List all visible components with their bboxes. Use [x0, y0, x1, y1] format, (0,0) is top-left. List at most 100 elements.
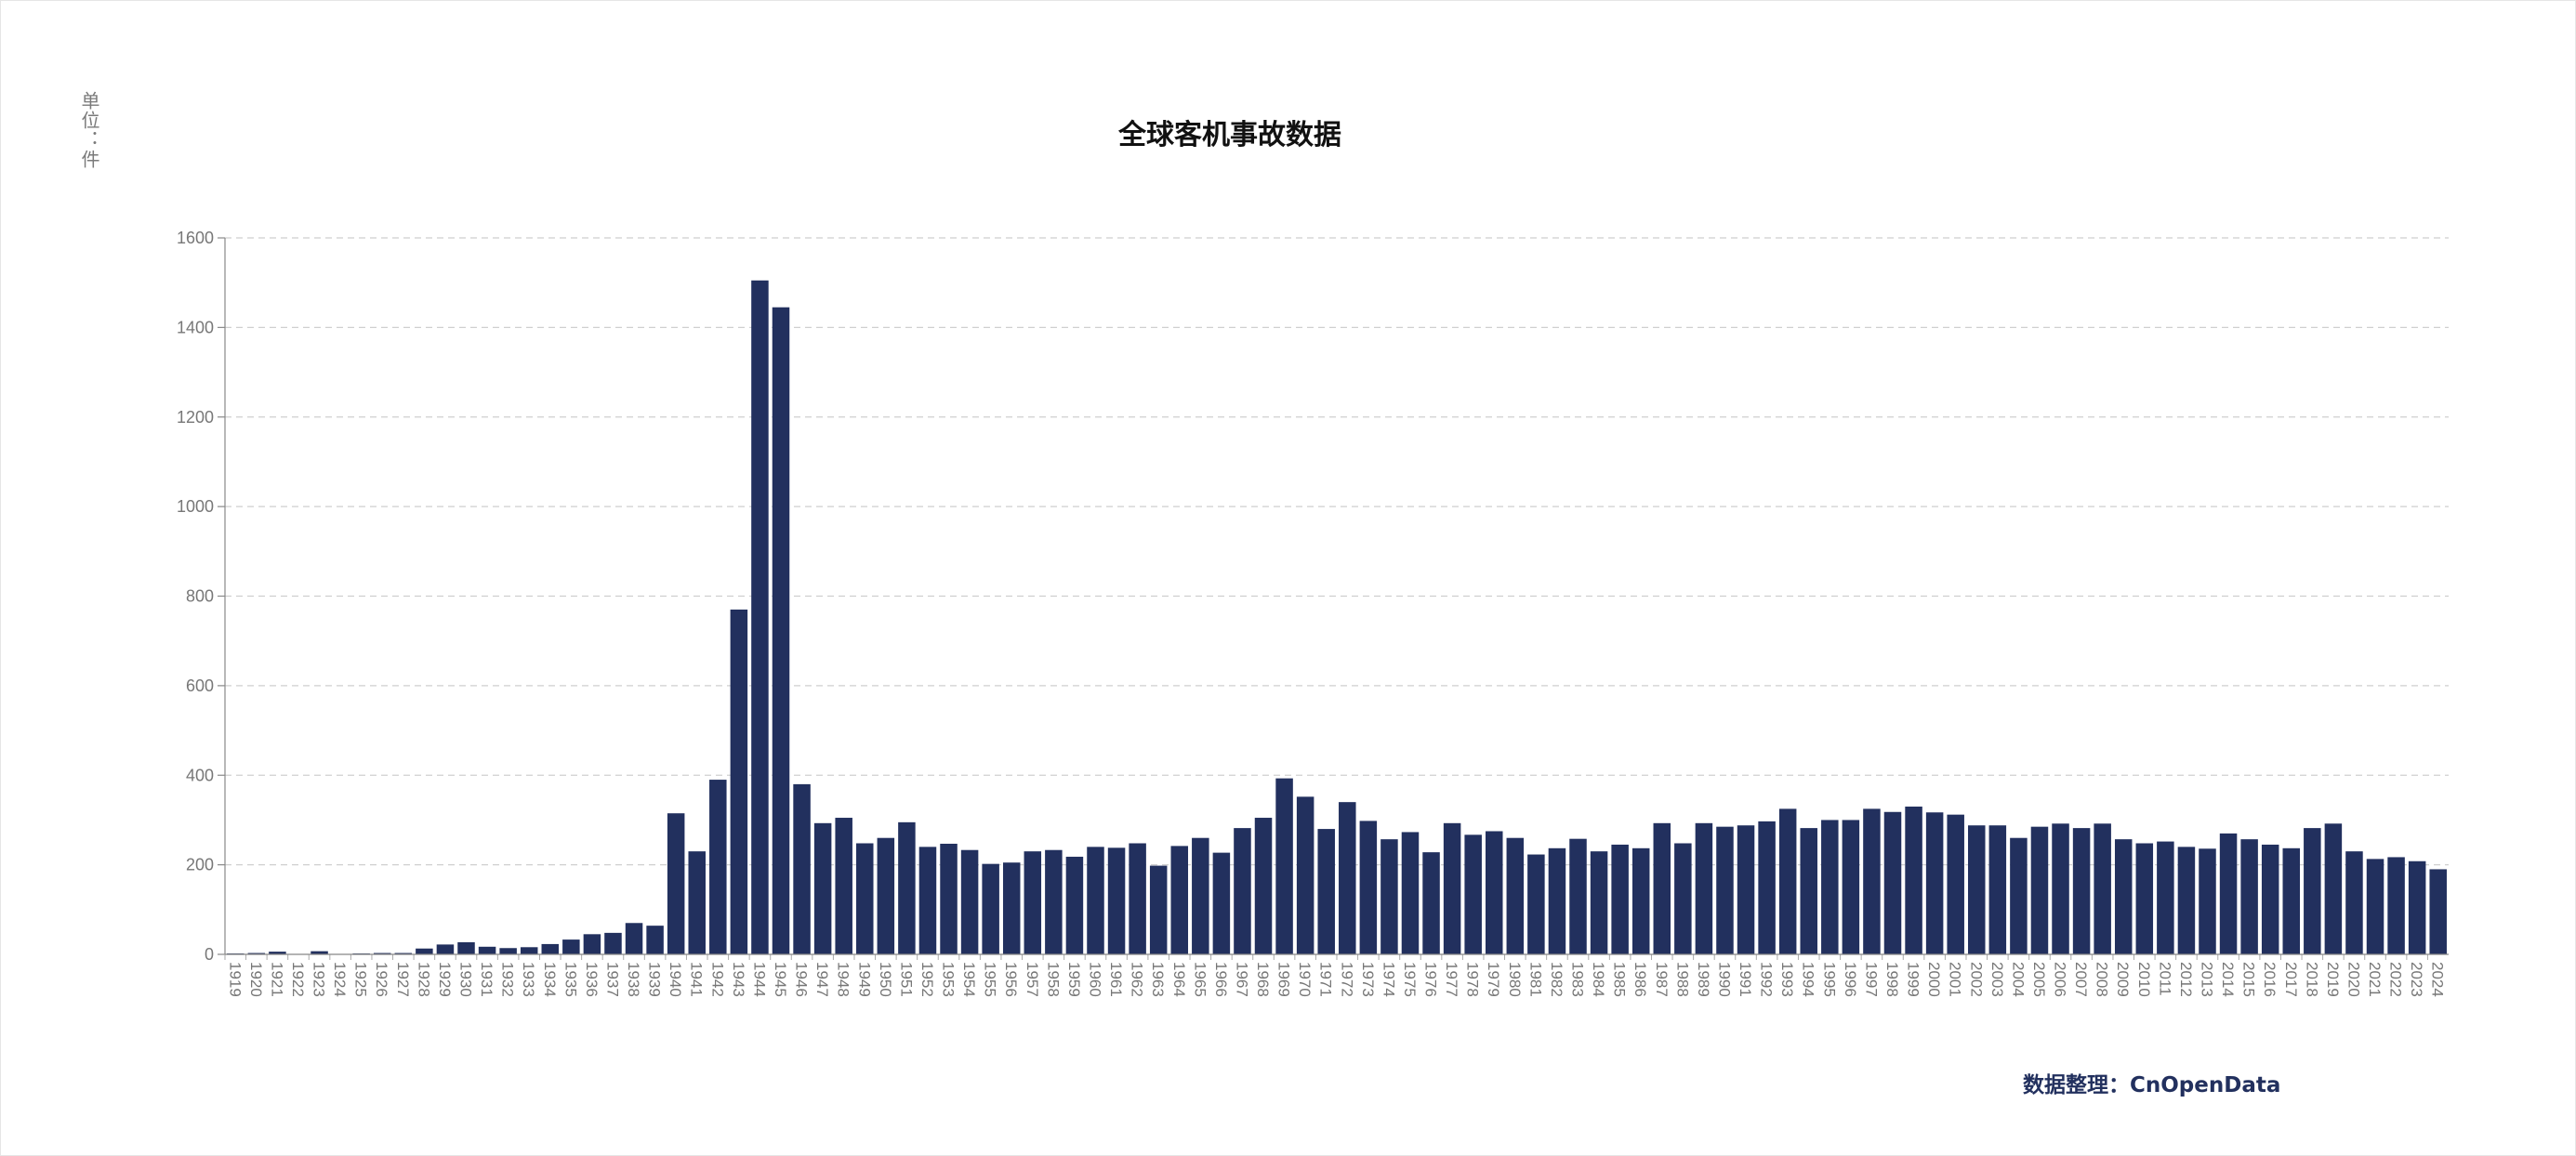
- bar: [2345, 851, 2363, 954]
- x-tick-label: 2008: [2094, 962, 2111, 997]
- bar: [1988, 825, 2007, 954]
- x-tick-label: 2023: [2408, 962, 2425, 997]
- bar: [1024, 851, 1042, 954]
- bar: [793, 783, 811, 954]
- x-tick-label: 1967: [1233, 962, 1250, 997]
- x-tick-label: 1943: [730, 962, 747, 997]
- bar: [1275, 778, 1293, 954]
- x-tick-label: 1962: [1129, 962, 1146, 997]
- bar: [2282, 847, 2301, 954]
- x-tick-label: 2002: [1967, 962, 1985, 997]
- bar: [2030, 826, 2049, 954]
- x-tick-label: 1940: [667, 962, 684, 997]
- bar: [751, 280, 769, 954]
- x-tick-label: 1946: [793, 962, 811, 997]
- x-tick-label: 1979: [1485, 962, 1502, 997]
- x-tick-label: 1968: [1254, 962, 1272, 997]
- bar: [772, 307, 790, 954]
- bar: [394, 952, 413, 954]
- bar: [1863, 808, 1881, 954]
- bar: [1087, 847, 1104, 954]
- bar: [1296, 796, 1314, 954]
- x-tick-label: 2010: [2135, 962, 2153, 997]
- bar: [1778, 808, 1797, 954]
- x-tick-label: 1977: [1443, 962, 1460, 997]
- bar: [2387, 857, 2405, 954]
- x-tick-label: 1972: [1338, 962, 1355, 997]
- bar: [2429, 869, 2447, 954]
- x-tick-label: 1944: [750, 962, 768, 997]
- x-tick-label: 2005: [2030, 962, 2048, 997]
- bar: [2408, 860, 2426, 954]
- x-tick-label: 1971: [1317, 962, 1335, 997]
- x-tick-label: 1989: [1695, 962, 1712, 997]
- bar: [918, 847, 937, 954]
- bar: [436, 944, 455, 954]
- bar: [2219, 833, 2238, 954]
- bar: [1800, 828, 1817, 954]
- x-tick-label: 2003: [1988, 962, 2006, 997]
- y-tick-label: 1600: [177, 229, 214, 247]
- bar: [1485, 831, 1503, 954]
- bar: [2261, 844, 2279, 954]
- x-tick-label: 2009: [2114, 962, 2132, 997]
- bar: [1443, 822, 1461, 954]
- x-tick-label: 1963: [1149, 962, 1167, 997]
- y-tick-label: 0: [205, 945, 214, 964]
- bar: [1548, 847, 1566, 954]
- bar: [1234, 828, 1251, 954]
- x-tick-label: 1990: [1715, 962, 1733, 997]
- bar: [1045, 849, 1063, 954]
- bar: [2135, 843, 2154, 954]
- x-tick-label: 1980: [1506, 962, 1524, 997]
- x-tick-label: 1937: [603, 962, 621, 997]
- gridlines: [225, 237, 2449, 866]
- x-tick-label: 1955: [982, 962, 999, 997]
- bar: [1065, 856, 1084, 954]
- bar: [1339, 802, 1356, 954]
- bar: [2304, 828, 2321, 954]
- y-axis-unit-label: 单位：件: [78, 91, 100, 169]
- bar: [1401, 832, 1420, 954]
- x-tick-label: 1981: [1526, 962, 1544, 997]
- x-tick-label: 1949: [855, 962, 873, 997]
- bar: [1590, 851, 1608, 954]
- bar: [416, 948, 433, 954]
- x-tick-label: 1925: [352, 962, 370, 997]
- x-tick-label: 1974: [1380, 962, 1397, 997]
- x-tick-label: 1984: [1590, 962, 1607, 997]
- bar: [1317, 829, 1335, 954]
- bar: [835, 818, 852, 954]
- bar: [269, 952, 286, 954]
- chart-title: 全球客机事故数据: [1118, 119, 1341, 151]
- bar: [1002, 862, 1021, 954]
- bar: [1653, 822, 1671, 954]
- y-tick-label: 1000: [177, 497, 214, 516]
- x-tick-label: 1987: [1653, 962, 1671, 997]
- bar: [2240, 839, 2258, 954]
- x-tick-label: 1926: [373, 962, 390, 997]
- bar: [1506, 837, 1525, 954]
- bar: [2177, 847, 2196, 954]
- x-tick-label: 1938: [625, 962, 642, 997]
- x-tick-label: 2015: [2240, 962, 2258, 997]
- x-tick-label: 1924: [331, 962, 349, 997]
- x-tick-label: 1951: [897, 962, 915, 997]
- bar: [667, 813, 685, 954]
- x-tick-label: 1970: [1296, 962, 1314, 997]
- x-tick-label: 1923: [310, 962, 328, 997]
- bars: [227, 280, 2447, 954]
- x-tick-label: 1996: [1842, 962, 1859, 997]
- x-tick-label: 2011: [2156, 962, 2173, 996]
- bar: [1842, 820, 1860, 954]
- bar: [373, 952, 391, 954]
- bar: [1170, 846, 1189, 954]
- x-tick-label: 1976: [1422, 962, 1440, 997]
- x-tick-label: 1986: [1631, 962, 1649, 997]
- x-tick-label: 1927: [394, 962, 412, 997]
- x-tick-label: 2018: [2303, 962, 2320, 997]
- x-tick-label: 1950: [877, 962, 894, 997]
- x-tick-label: 2019: [2324, 962, 2342, 997]
- x-tick-label: 1945: [772, 962, 789, 997]
- x-tick-label: 1934: [541, 962, 559, 997]
